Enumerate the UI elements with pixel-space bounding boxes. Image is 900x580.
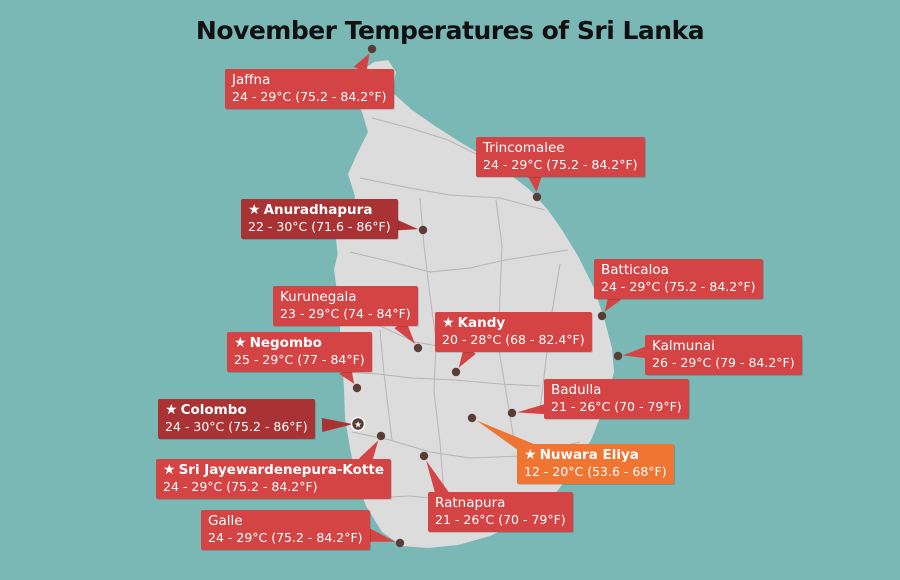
city-dot-galle <box>395 538 405 548</box>
city-name-row: ★ Nuwara Eliya <box>524 447 667 464</box>
city-temperature: 24 - 30°C (75.2 - 86°F) <box>165 419 308 434</box>
city-dot-kalmunai <box>613 351 623 361</box>
district-border-5 <box>343 371 541 387</box>
star-icon: ★ <box>165 402 178 418</box>
city-dot-nuwara-eliya <box>467 413 477 423</box>
city-label-jaffna: Jaffna 24 - 29°C (75.2 - 84.2°F) <box>225 69 394 109</box>
city-label-negombo: ★ Negombo 25 - 29°C (77 - 84°F) <box>227 332 372 372</box>
city-name: Ratnapura <box>435 495 506 511</box>
label-pointer-ratnapura <box>426 460 450 500</box>
city-temperature: 24 - 29°C (75.2 - 84.2°F) <box>163 479 318 494</box>
city-temperature: 26 - 29°C (79 - 84.2°F) <box>652 355 795 370</box>
city-name: Nuwara Eliya <box>539 447 639 463</box>
city-label-anuradhapura: ★ Anuradhapura 22 - 30°C (71.6 - 86°F) <box>241 199 398 239</box>
star-icon: ★ <box>234 335 247 351</box>
city-name-row: Trincomalee <box>483 140 638 157</box>
star-icon: ★ <box>442 315 455 331</box>
city-temperature: 12 - 20°C (53.6 - 68°F) <box>524 464 667 479</box>
city-temperature: 24 - 29°C (75.2 - 84.2°F) <box>601 279 756 294</box>
city-name-row: ★ Colombo <box>165 402 308 419</box>
city-temperature: 25 - 29°C (77 - 84°F) <box>234 352 365 367</box>
city-temperature: 20 - 28°C (68 - 82.4°F) <box>442 332 585 347</box>
city-label-nuwara-eliya: ★ Nuwara Eliya 12 - 20°C (53.6 - 68°F) <box>517 444 674 484</box>
city-name: Kalmunai <box>652 338 715 354</box>
mainland-shape <box>334 60 614 548</box>
star-icon: ★ <box>248 202 261 218</box>
city-label-kotte: ★ Sri Jayewardenepura-Kotte 24 - 29°C (75.… <box>156 459 391 499</box>
city-temperature: 21 - 26°C (70 - 79°F) <box>551 399 682 414</box>
label-pointer-colombo <box>321 418 354 432</box>
city-name: Kandy <box>457 315 506 331</box>
city-temperature: 21 - 26°C (70 - 79°F) <box>435 512 566 527</box>
city-dot-kandy <box>451 367 461 377</box>
city-name-row: Badulla <box>551 382 682 399</box>
city-name: Negombo <box>249 335 322 351</box>
city-temperature: 23 - 29°C (74 - 84°F) <box>280 306 411 321</box>
city-label-galle: Galle 24 - 29°C (75.2 - 84.2°F) <box>201 510 370 550</box>
city-temperature: 24 - 29°C (75.2 - 84.2°F) <box>483 157 638 172</box>
city-dot-batticaloa <box>597 311 607 321</box>
city-name: Trincomalee <box>483 140 565 156</box>
city-label-batticaloa: Batticaloa 24 - 29°C (75.2 - 84.2°F) <box>594 259 763 299</box>
city-name-row: Jaffna <box>232 72 387 89</box>
city-name: Colombo <box>180 402 247 418</box>
city-label-colombo: ★ Colombo 24 - 30°C (75.2 - 86°F) <box>158 399 315 439</box>
city-dot-ratnapura <box>419 451 429 461</box>
city-name: Galle <box>208 513 243 529</box>
city-dots: ★ <box>350 44 623 548</box>
city-name-row: ★ Negombo <box>234 335 365 352</box>
city-label-trincomalee: Trincomalee 24 - 29°C (75.2 - 84.2°F) <box>476 137 645 177</box>
district-border-1 <box>371 117 479 156</box>
city-dot-colombo <box>350 416 366 432</box>
city-temperature: 22 - 30°C (71.6 - 86°F) <box>248 219 391 234</box>
city-dot-trincomalee <box>532 192 542 202</box>
city-name-row: Kalmunai <box>652 338 795 355</box>
city-label-badulla: Badulla 21 - 26°C (70 - 79°F) <box>544 379 689 419</box>
city-name: Badulla <box>551 382 602 398</box>
city-dot-kotte <box>376 431 386 441</box>
city-dot-kurunegala <box>413 343 423 353</box>
district-border-2 <box>359 177 546 211</box>
city-dot-jaffna <box>367 44 377 54</box>
city-name-row: Kurunegala <box>280 289 411 306</box>
city-name-row: Batticaloa <box>601 262 756 279</box>
label-pointer-trincomalee <box>528 175 542 193</box>
map-title: November Temperatures of Sri Lanka <box>195 16 705 45</box>
city-name: Anuradhapura <box>263 202 373 218</box>
label-pointer-kalmunai <box>622 345 651 359</box>
district-border-3 <box>349 249 569 273</box>
city-temperature: 24 - 29°C (75.2 - 84.2°F) <box>232 89 387 104</box>
city-label-kurunegala: Kurunegala 23 - 29°C (74 - 84°F) <box>273 286 418 326</box>
city-temperature: 24 - 29°C (75.2 - 84.2°F) <box>208 530 363 545</box>
city-name: Batticaloa <box>601 262 669 278</box>
label-pointer-galle <box>366 528 396 542</box>
district-border-11 <box>379 329 393 441</box>
city-name-row: ★ Kandy <box>442 315 585 332</box>
star-icon: ★ <box>524 447 537 463</box>
city-label-kandy: ★ Kandy 20 - 28°C (68 - 82.4°F) <box>435 312 592 352</box>
city-dot-anuradhapura <box>418 225 428 235</box>
city-label-kalmunai: Kalmunai 26 - 29°C (79 - 84.2°F) <box>645 335 802 375</box>
city-name-row: Ratnapura <box>435 495 566 512</box>
star-icon: ★ <box>163 462 176 478</box>
city-dot-badulla <box>507 408 517 418</box>
label-pointer-jaffna <box>353 53 370 74</box>
city-label-ratnapura: Ratnapura 21 - 26°C (70 - 79°F) <box>428 492 573 532</box>
capital-star-icon: ★ <box>354 421 362 431</box>
city-name: Sri Jayewardenepura-Kotte <box>178 462 384 478</box>
city-name: Jaffna <box>232 72 271 88</box>
city-name: Kurunegala <box>280 289 357 305</box>
city-dot-negombo <box>352 383 362 393</box>
city-name-row: Galle <box>208 513 363 530</box>
city-name-row: ★ Sri Jayewardenepura-Kotte <box>163 462 384 479</box>
city-name-row: ★ Anuradhapura <box>248 202 391 219</box>
